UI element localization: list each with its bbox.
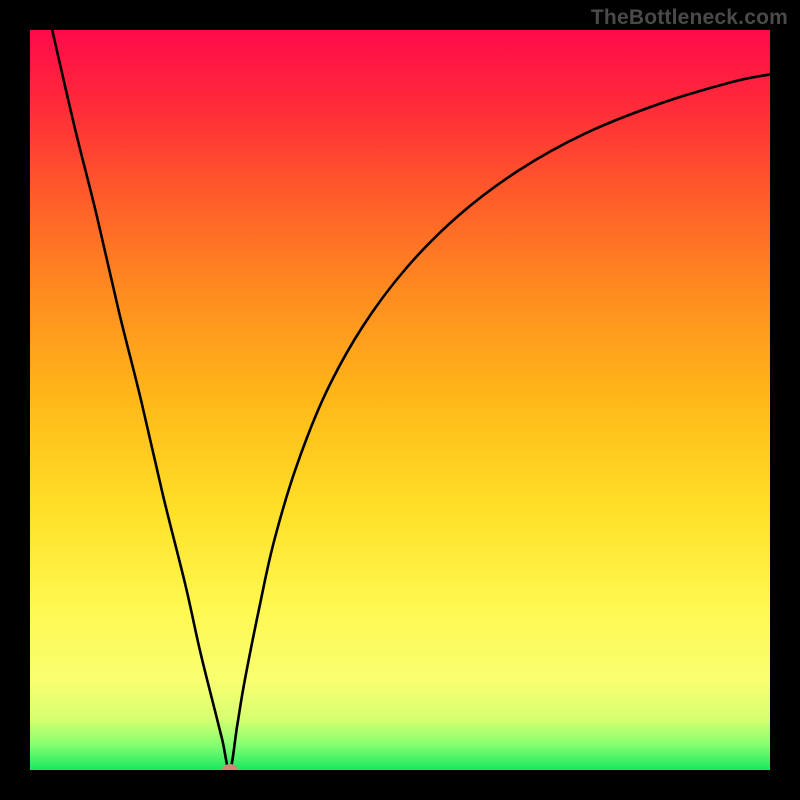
- chart-container: TheBottleneck.com: [0, 0, 800, 800]
- plot-area: [30, 30, 770, 770]
- optimum-marker: [222, 764, 238, 770]
- bottleneck-curve: [30, 30, 770, 770]
- source-watermark: TheBottleneck.com: [591, 6, 788, 30]
